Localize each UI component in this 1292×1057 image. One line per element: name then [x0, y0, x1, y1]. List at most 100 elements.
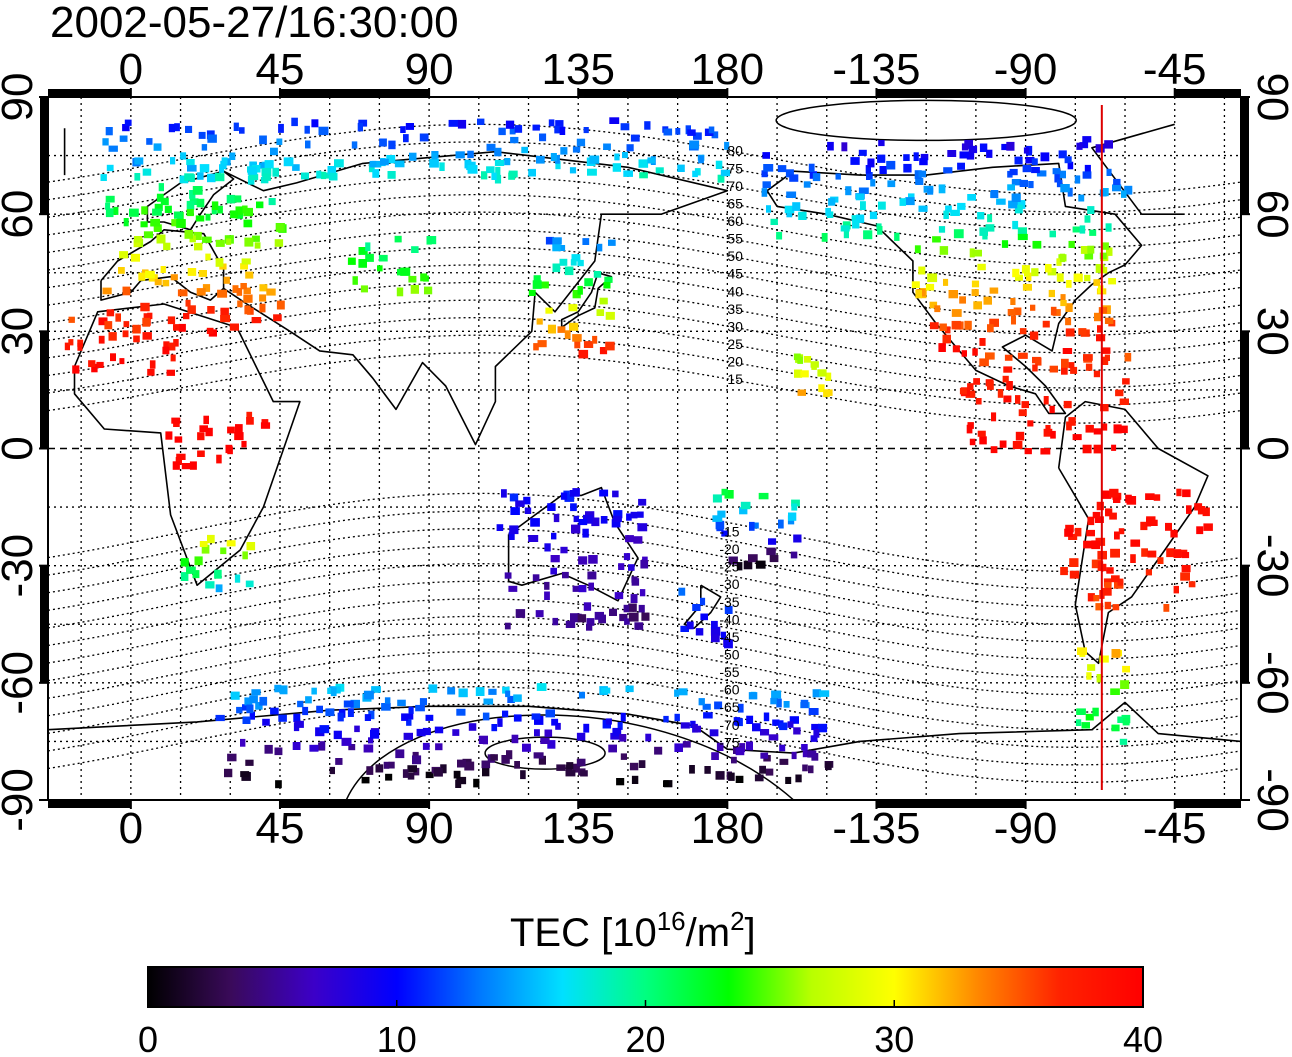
tec-pixel [608, 744, 617, 753]
frame-band-bottom [48, 800, 131, 808]
tec-cluster-south-africa [180, 534, 256, 593]
tec-pixel [1113, 495, 1121, 503]
tec-pixel [178, 323, 186, 332]
contour-label: 75 [727, 160, 743, 176]
tec-pixel [180, 558, 189, 567]
tec-pixel [680, 722, 690, 729]
tec-pixel [358, 259, 367, 268]
tec-data-pixels [64, 117, 1213, 789]
tec-pixel [711, 620, 718, 629]
tec-pixel [205, 581, 215, 589]
tec-pixel [501, 755, 510, 764]
tec-pixel [1043, 396, 1049, 405]
tec-pixel [618, 563, 625, 570]
tec-pixel [172, 461, 180, 470]
tec-pixel [276, 223, 284, 231]
tec-pixel [221, 157, 228, 165]
tec-pixel [68, 339, 74, 346]
tec-cluster-hawaii [793, 353, 833, 398]
tec-pixel [534, 715, 544, 725]
tec-pixel [576, 758, 586, 767]
tec-pixel [969, 248, 975, 258]
tec-pixel [763, 712, 770, 722]
tec-cluster-new-zealand [678, 587, 733, 649]
tec-pixel [792, 202, 801, 211]
tec-pixel [274, 239, 284, 247]
tec-pixel [879, 166, 887, 174]
tec-pixel [693, 132, 702, 140]
tec-pixel [504, 158, 511, 166]
tec-pixel [192, 570, 200, 579]
tec-pixel [123, 321, 130, 328]
tec-pixel [1085, 424, 1094, 433]
tec-pixel [154, 279, 162, 286]
contour-label: -45 [719, 629, 739, 645]
tec-pixel [1012, 441, 1023, 449]
tec-pixel [678, 688, 688, 696]
tec-pixel [638, 604, 645, 613]
contour-label: 80 [727, 143, 743, 159]
tec-pixel [400, 267, 411, 276]
tec-pixel [779, 744, 786, 752]
tec-pixel [419, 698, 427, 706]
tec-pixel [240, 738, 246, 747]
tec-pixel [1002, 375, 1009, 383]
tec-pixel [196, 288, 206, 296]
lat-label-left: 30 [0, 307, 42, 356]
tec-pixel [630, 134, 640, 142]
tec-pixel [301, 172, 309, 180]
tec-pixel [426, 236, 432, 245]
tec-pixel [1054, 173, 1061, 183]
tec-pixel [1065, 303, 1073, 312]
lon-label-top: 90 [405, 45, 454, 94]
tec-pixel [947, 150, 957, 157]
tec-pixel [908, 193, 915, 200]
frame-band-right [1241, 565, 1249, 683]
tec-pixel [715, 160, 723, 169]
tec-pixel [969, 438, 976, 446]
tec-pixel [1130, 554, 1136, 563]
tec-pixel [244, 237, 254, 247]
tec-pixel [246, 542, 256, 551]
tec-pixel [400, 126, 406, 133]
tec-pixel [243, 287, 251, 294]
tec-pixel [509, 525, 519, 535]
colorbar-tick-label: 0 [138, 1019, 158, 1057]
tec-pixel [88, 360, 96, 368]
tec-pixel [179, 175, 189, 184]
tec-pixel [1060, 184, 1070, 193]
tec-pixel [715, 520, 725, 530]
tec-pixel [959, 151, 970, 159]
tec-pixel [330, 687, 337, 697]
tec-pixel [942, 334, 951, 344]
tec-pixel [234, 195, 242, 203]
tec-pixel [106, 309, 115, 317]
tec-pixel [1086, 672, 1092, 680]
tec-pixel [583, 723, 590, 733]
tec-pixel [211, 207, 217, 215]
tec-pixel [1059, 253, 1065, 263]
tec-pixel [509, 493, 519, 502]
tec-pixel [570, 613, 580, 623]
tec-pixel [788, 512, 797, 521]
tec-pixel [251, 689, 261, 696]
tec-pixel [768, 538, 777, 545]
tec-pixel [776, 698, 782, 708]
tec-pixel [165, 431, 173, 440]
tec-pixel [623, 553, 631, 561]
tec-pixel [1083, 354, 1093, 361]
tec-pixel [181, 463, 191, 470]
tec-pixel [1082, 444, 1092, 454]
tec-pixel [174, 211, 183, 219]
tec-pixel [186, 200, 195, 210]
tec-pixel [1060, 567, 1068, 576]
tec-pixel [870, 179, 876, 187]
tec-pixel [1031, 158, 1038, 166]
tec-pixel [552, 617, 559, 626]
tec-pixel [867, 158, 875, 168]
tec-pixel [532, 124, 540, 131]
tec-pixel [689, 765, 695, 774]
tec-pixel [957, 162, 965, 170]
tec-pixel [959, 296, 966, 304]
tec-pixel [1113, 424, 1122, 434]
